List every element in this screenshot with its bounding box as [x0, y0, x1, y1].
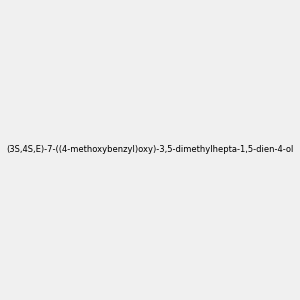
Text: (3S,4S,E)-7-((4-methoxybenzyl)oxy)-3,5-dimethylhepta-1,5-dien-4-ol: (3S,4S,E)-7-((4-methoxybenzyl)oxy)-3,5-d…	[6, 146, 294, 154]
